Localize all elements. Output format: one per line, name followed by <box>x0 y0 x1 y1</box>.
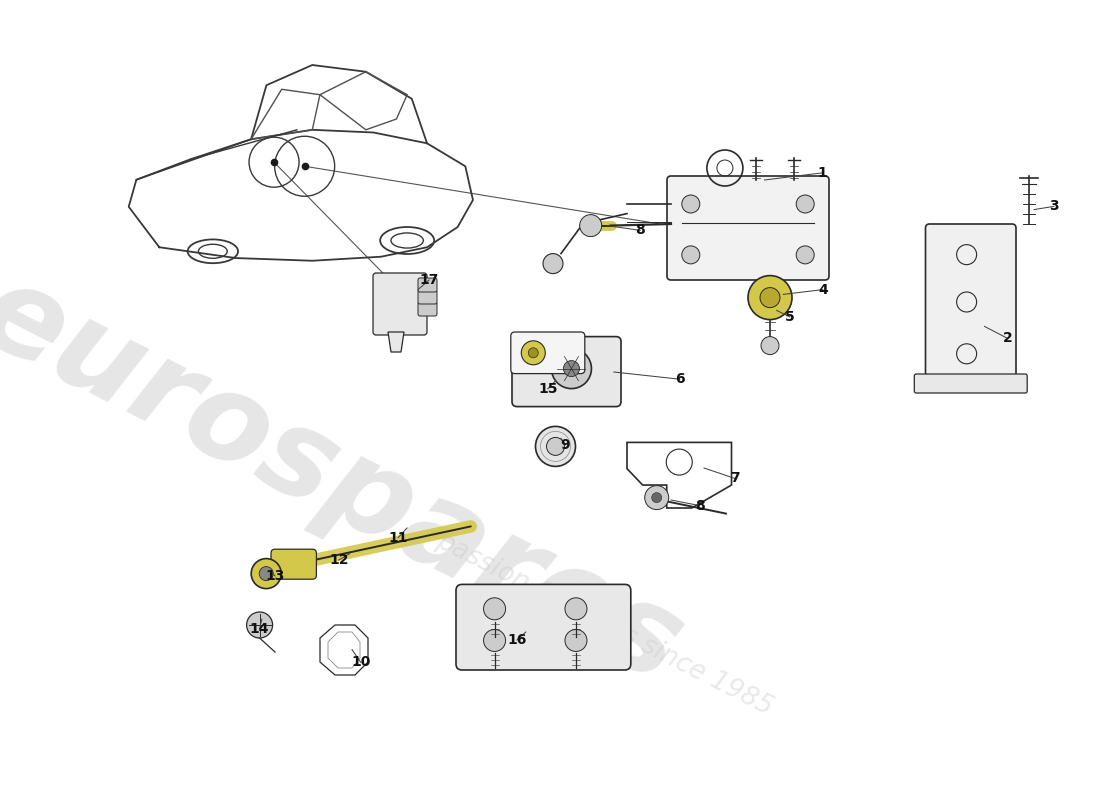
Circle shape <box>260 566 273 581</box>
Circle shape <box>543 254 563 274</box>
Text: 2: 2 <box>1003 331 1012 346</box>
Text: passion for parts since 1985: passion for parts since 1985 <box>432 527 778 721</box>
Circle shape <box>565 598 587 620</box>
FancyBboxPatch shape <box>456 584 630 670</box>
Circle shape <box>521 341 546 365</box>
Circle shape <box>580 214 602 237</box>
FancyBboxPatch shape <box>418 278 437 292</box>
Polygon shape <box>388 332 404 352</box>
Circle shape <box>246 612 273 638</box>
Circle shape <box>484 630 506 651</box>
Circle shape <box>651 493 662 502</box>
Circle shape <box>682 195 700 213</box>
Text: 14: 14 <box>250 622 270 636</box>
Text: 5: 5 <box>785 310 794 324</box>
FancyBboxPatch shape <box>271 549 317 579</box>
Circle shape <box>796 195 814 213</box>
Circle shape <box>645 486 669 510</box>
FancyBboxPatch shape <box>418 302 437 316</box>
Text: 4: 4 <box>818 282 827 297</box>
Text: 11: 11 <box>388 530 408 545</box>
FancyBboxPatch shape <box>914 374 1027 393</box>
Text: 3: 3 <box>1049 199 1058 214</box>
Circle shape <box>796 246 814 264</box>
Circle shape <box>682 246 700 264</box>
Text: 10: 10 <box>351 655 371 670</box>
Circle shape <box>748 275 792 319</box>
Text: 7: 7 <box>730 471 739 486</box>
FancyBboxPatch shape <box>925 224 1016 380</box>
Text: 17: 17 <box>419 273 439 287</box>
FancyBboxPatch shape <box>510 332 585 374</box>
FancyBboxPatch shape <box>418 290 437 304</box>
Text: 15: 15 <box>538 382 558 396</box>
Text: 12: 12 <box>329 553 349 567</box>
Text: 1: 1 <box>818 166 827 180</box>
Circle shape <box>251 558 282 589</box>
Circle shape <box>563 361 580 377</box>
Circle shape <box>536 426 575 466</box>
Text: eurospares: eurospares <box>0 253 701 707</box>
Circle shape <box>761 337 779 354</box>
FancyBboxPatch shape <box>667 176 829 280</box>
Text: 16: 16 <box>507 633 527 647</box>
Text: 9: 9 <box>561 438 570 452</box>
Circle shape <box>547 438 564 455</box>
Circle shape <box>565 630 587 651</box>
Circle shape <box>551 349 592 389</box>
Text: 8: 8 <box>636 223 645 238</box>
FancyBboxPatch shape <box>512 337 621 406</box>
FancyBboxPatch shape <box>373 273 427 335</box>
Circle shape <box>760 287 780 307</box>
Text: 13: 13 <box>265 569 285 583</box>
Text: 8: 8 <box>695 498 704 513</box>
Circle shape <box>484 598 506 620</box>
Text: 6: 6 <box>675 372 684 386</box>
Circle shape <box>528 348 538 358</box>
